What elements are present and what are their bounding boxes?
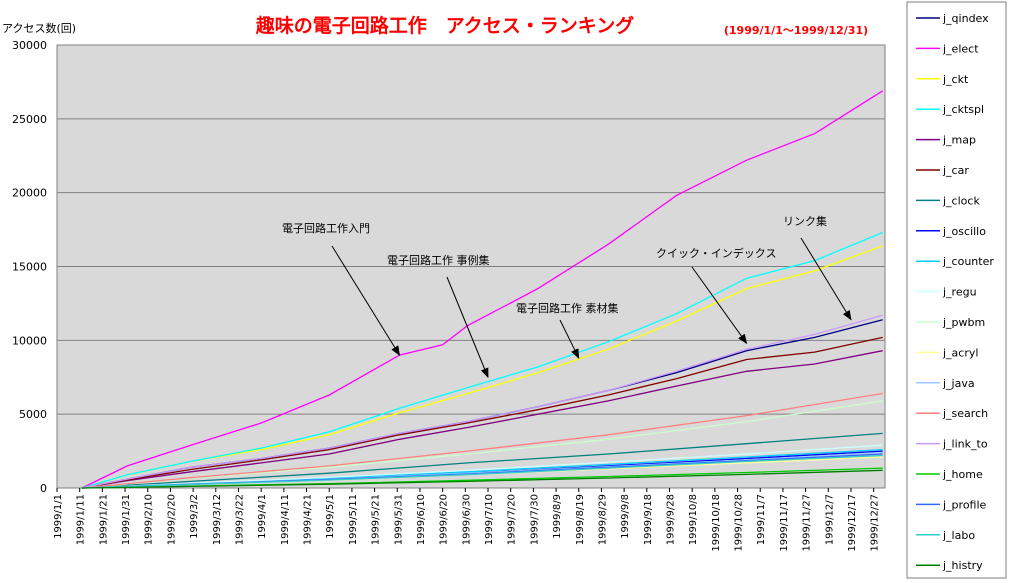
annotation-arrow xyxy=(446,276,489,379)
y-axis-ticks: 0 5000 10000 15000 20000 25000 30000 xyxy=(12,39,47,495)
x-tick-label: 1999/4/21 xyxy=(303,494,314,545)
x-tick-label: 1999/1/21 xyxy=(98,494,109,545)
x-tick-label: 1999/4/1 xyxy=(257,494,268,539)
y-tick-label: 0 xyxy=(40,482,47,495)
date-range-label: (1999/1/1～1999/12/31) xyxy=(724,24,868,37)
series-line-j_car xyxy=(81,336,883,489)
x-tick-label: 1999/12/17 xyxy=(847,494,858,552)
x-tick-label: 1999/2/10 xyxy=(144,494,155,545)
x-tick-label: 1999/6/20 xyxy=(439,494,450,545)
annotation-label: 電子回路工作入門 xyxy=(282,222,370,235)
x-tick-label: 1999/2/20 xyxy=(166,494,177,545)
x-tick-label: 1999/10/18 xyxy=(711,494,722,552)
x-tick-label: 1999/5/11 xyxy=(348,494,359,545)
x-tick-label: 1999/11/17 xyxy=(779,494,790,552)
legend-item-j_elect: j_elect xyxy=(942,42,979,55)
legend: j_qindex j_elect j_ckt j_cktspl j_map j_car j_… xyxy=(916,12,994,572)
legend-item-j_labo: j_labo xyxy=(942,529,975,542)
x-tick-label: 1999/11/7 xyxy=(756,494,767,545)
legend-item-j_java: j_java xyxy=(942,377,975,390)
legend-item-j_histry: j_histry xyxy=(942,559,983,572)
x-tick-label: 1999/8/19 xyxy=(575,494,586,545)
legend-item-j_counter: j_counter xyxy=(942,255,994,268)
x-tick-label: 1999/5/21 xyxy=(371,494,382,545)
annotation-label: 電子回路工作 素材集 xyxy=(516,301,619,315)
x-tick-label: 1999/3/22 xyxy=(234,494,245,545)
x-tick-label: 1999/1/31 xyxy=(121,494,132,545)
legend-item-j_pwbm: j_pwbm xyxy=(942,316,985,329)
legend-item-j_qindex: j_qindex xyxy=(942,12,989,25)
annotation-arrow xyxy=(691,266,748,345)
series-line-j_labo xyxy=(81,454,883,489)
x-axis-ticks: 1999/1/1 1999/1/11 1999/1/21 1999/1/31 1999/… xyxy=(53,488,881,552)
legend-item-j_acryl: j_acryl xyxy=(942,346,978,359)
x-tick-label: 1999/10/8 xyxy=(688,494,699,545)
x-tick-label: 1999/11/27 xyxy=(802,494,813,552)
legend-item-j_regu: j_regu xyxy=(942,286,977,299)
x-tick-label: 1999/5/1 xyxy=(325,494,336,539)
legend-box xyxy=(906,1,1007,579)
annotation-label: クイック・インデックス xyxy=(656,246,776,260)
series-line-j_regu xyxy=(81,444,883,489)
legend-item-j_map: j_map xyxy=(942,134,976,147)
x-tick-label: 1999/7/20 xyxy=(507,494,518,545)
series-line-j_pwbm xyxy=(81,400,883,489)
x-tick-label: 1999/10/28 xyxy=(734,494,745,552)
x-tick-label: 1999/6/10 xyxy=(416,494,427,545)
legend-item-j_clock: j_clock xyxy=(942,194,980,207)
legend-item-j_link_to: j_link_to xyxy=(942,438,988,451)
x-tick-label: 1999/9/18 xyxy=(643,494,654,545)
annotation-arrow xyxy=(800,237,852,321)
legend-item-j_car: j_car xyxy=(942,164,969,177)
series-line-j_link_to xyxy=(81,314,883,489)
y-axis-label: アクセス数(回) xyxy=(2,22,76,35)
x-tick-label: 1999/9/28 xyxy=(665,494,676,545)
x-tick-label: 1999/3/2 xyxy=(189,494,200,539)
x-tick-label: 1999/8/9 xyxy=(552,494,563,539)
series-line-j_clock xyxy=(81,432,883,489)
x-tick-label: 1999/12/7 xyxy=(824,494,835,545)
x-tick-label: 1999/7/10 xyxy=(484,494,495,545)
annotation-label: リンク集 xyxy=(783,214,827,228)
legend-item-j_home: j_home xyxy=(942,468,983,481)
legend-item-j_cktspl: j_cktspl xyxy=(942,103,984,116)
x-tick-label: 1999/3/12 xyxy=(212,494,223,545)
annotation-arrow xyxy=(331,245,401,356)
x-tick-label: 1999/6/30 xyxy=(461,494,472,545)
y-tick-label: 5000 xyxy=(19,408,47,421)
x-tick-label: 1999/7/30 xyxy=(529,494,540,545)
x-tick-label: 1999/12/27 xyxy=(870,494,881,552)
series-line-j_elect xyxy=(81,90,884,489)
series-lines xyxy=(81,90,884,489)
legend-item-j_search: j_search xyxy=(942,407,988,420)
annotation-arrow xyxy=(559,319,580,359)
chart-title: 趣味の電子回路工作 アクセス・ランキング xyxy=(255,14,634,37)
x-tick-label: 1999/5/31 xyxy=(393,494,404,545)
y-tick-label: 10000 xyxy=(12,334,47,347)
series-line-j_map xyxy=(81,350,883,489)
x-tick-label: 1999/9/8 xyxy=(620,494,631,539)
x-tick-label: 1999/8/29 xyxy=(597,494,608,545)
annotation-label: 電子回路工作 事例集 xyxy=(387,253,490,267)
y-tick-label: 30000 xyxy=(12,39,47,52)
y-tick-label: 20000 xyxy=(12,187,47,200)
x-tick-label: 1999/1/11 xyxy=(76,494,87,545)
x-tick-label: 1999/4/11 xyxy=(280,494,291,545)
x-tick-label: 1999/1/1 xyxy=(53,494,64,539)
legend-item-j_profile: j_profile xyxy=(942,498,987,511)
legend-item-j_ckt: j_ckt xyxy=(942,73,969,86)
y-tick-label: 15000 xyxy=(12,261,47,274)
series-line-j_cktspl xyxy=(81,231,883,489)
series-line-j_histry xyxy=(81,469,883,489)
y-tick-label: 25000 xyxy=(12,113,47,126)
series-line-j_search xyxy=(81,392,883,489)
legend-item-j_oscillo: j_oscillo xyxy=(942,225,986,238)
